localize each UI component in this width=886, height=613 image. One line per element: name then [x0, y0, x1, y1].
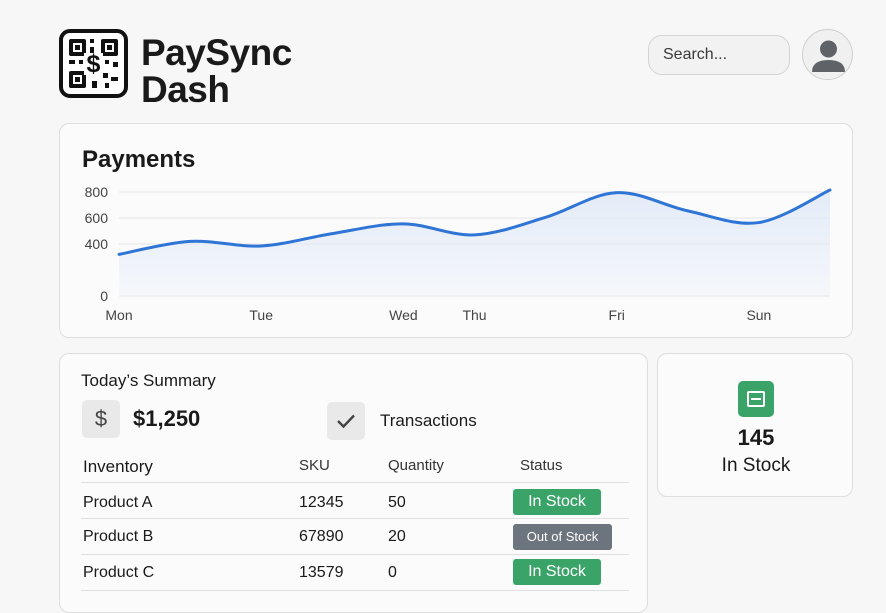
inventory-box-icon: [738, 381, 774, 417]
brand-name-line1: PaySync: [141, 32, 292, 73]
status-header: Status: [520, 457, 563, 474]
dollar-icon: $: [82, 400, 120, 438]
series-area: [119, 190, 830, 296]
x-tick-label: Wed: [389, 307, 418, 323]
sku-header: SKU: [299, 457, 330, 474]
payments-chart: 0 400 600 800 Mon Tue Wed Thu Fri Sun: [85, 184, 832, 323]
search-input[interactable]: [648, 35, 790, 75]
x-tick-label: Thu: [462, 307, 486, 323]
product-sku: 12345: [299, 494, 344, 511]
product-sku: 13579: [299, 564, 344, 581]
payments-card: Payments 0 400 600 800 Mon Tue Wed Thu Fri Sun: [59, 123, 853, 338]
product-quantity: 0: [388, 564, 397, 581]
x-tick-label: Mon: [105, 307, 132, 323]
y-tick-label: 600: [85, 210, 109, 226]
status-badge: In Stock: [513, 559, 601, 585]
product-sku: 67890: [299, 528, 344, 545]
stock-count: 145: [737, 425, 775, 450]
summary-card: Today’s Summary $ $1,250 Transactions In…: [59, 353, 648, 613]
brand-name: PaySync Dash: [141, 34, 311, 108]
product-quantity: 50: [388, 494, 406, 511]
stock-label: In Stock: [721, 455, 791, 476]
quantity-header: Quantity: [388, 457, 444, 474]
user-avatar-icon: [812, 40, 845, 72]
svg-text:$: $: [87, 50, 101, 78]
y-tick-label: 0: [100, 288, 108, 304]
product-name: Product C: [83, 564, 155, 581]
row-divider: [81, 482, 629, 483]
row-divider: [81, 590, 629, 591]
brand-name-line2: Dash: [141, 69, 230, 110]
avatar[interactable]: [802, 29, 853, 80]
check-icon: [327, 402, 365, 440]
summary-amount: $1,250: [133, 406, 201, 431]
summary-title: Today’s Summary: [81, 371, 216, 390]
stock-card: 145 In Stock: [657, 353, 853, 497]
qr-dollar-icon: $: [59, 29, 128, 98]
x-tick-label: Sun: [746, 307, 771, 323]
series-line: [117, 188, 832, 256]
product-quantity: 20: [388, 528, 406, 545]
x-tick-label: Fri: [609, 307, 625, 323]
row-divider: [81, 518, 629, 519]
status-badge: In Stock: [513, 489, 601, 515]
row-divider: [81, 554, 629, 555]
x-tick-label: Tue: [249, 307, 273, 323]
transactions-label: Transactions: [380, 411, 477, 430]
y-tick-label: 400: [85, 236, 109, 252]
chart-title: Payments: [82, 146, 196, 173]
y-tick-label: 800: [85, 184, 109, 200]
inventory-header: Inventory: [83, 457, 153, 476]
product-name: Product B: [83, 528, 154, 545]
product-name: Product A: [83, 494, 153, 511]
status-badge: Out of Stock: [513, 524, 612, 550]
